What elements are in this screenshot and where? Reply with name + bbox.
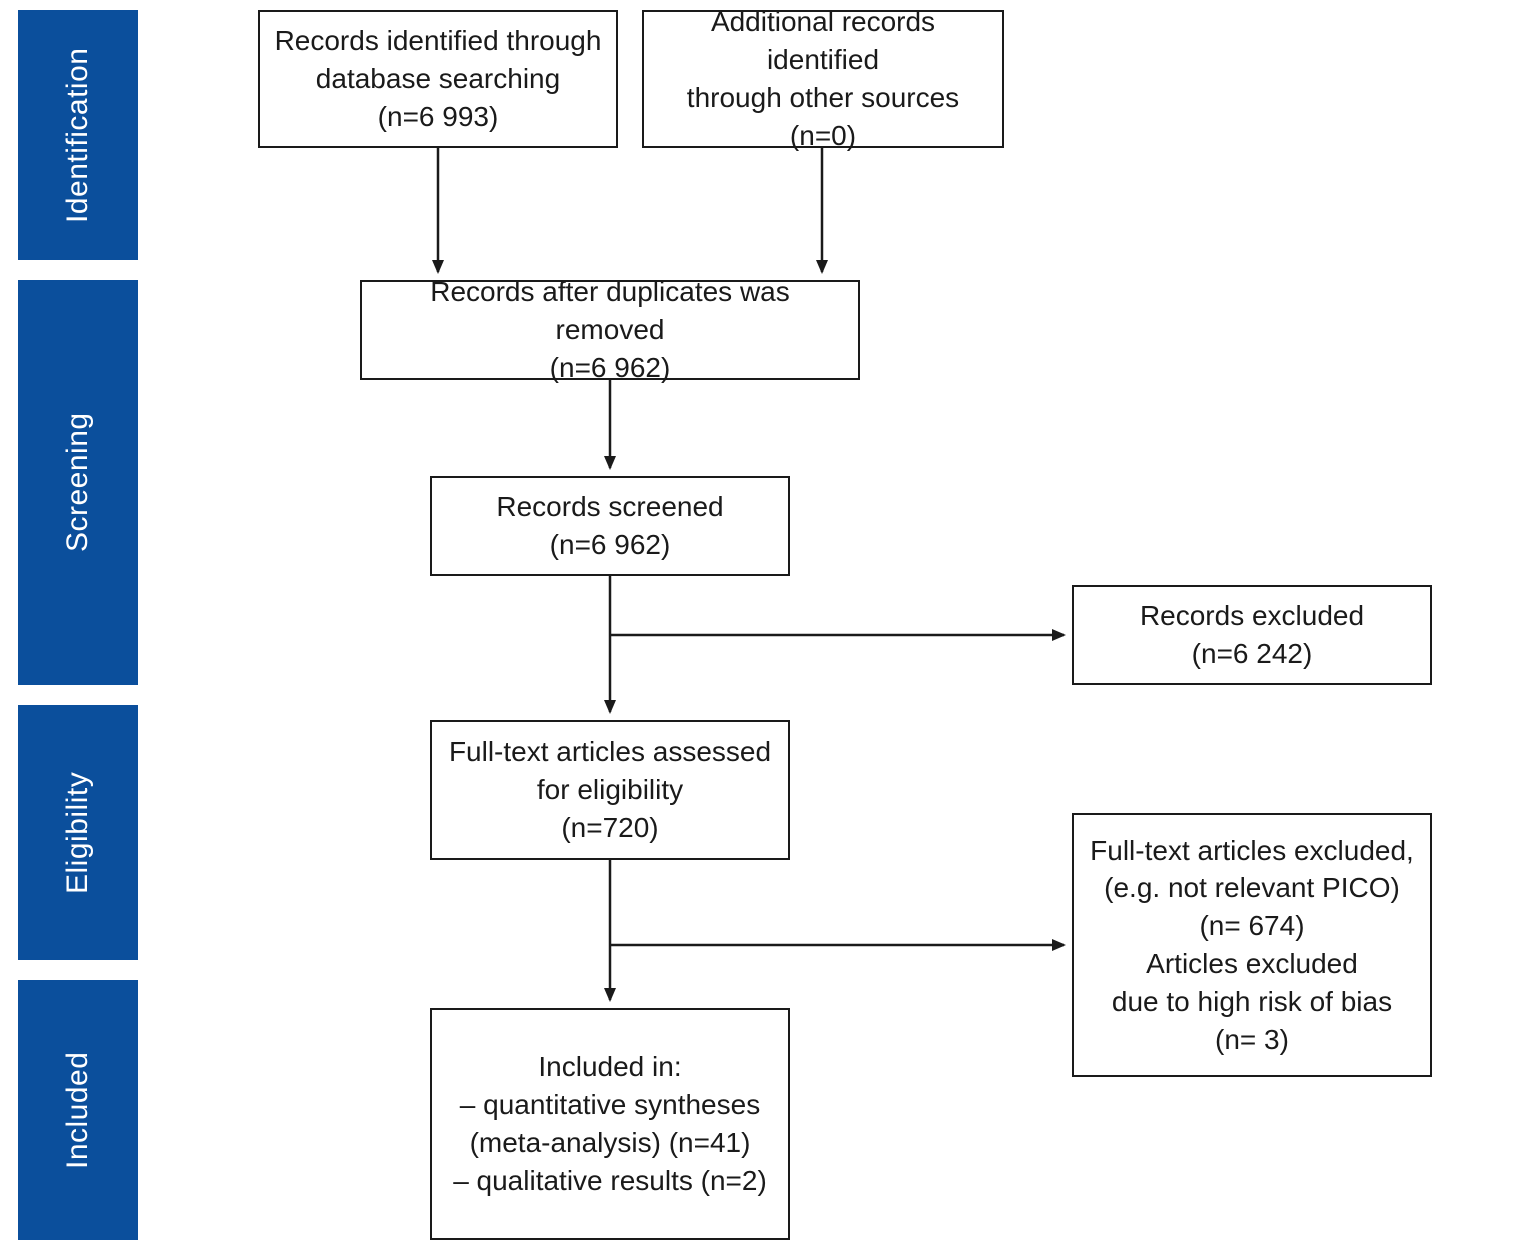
node-line: database searching — [316, 60, 560, 98]
node-line: Records screened — [496, 488, 723, 526]
node-line: Full-text articles assessed — [449, 733, 771, 771]
node-line: (e.g. not relevant PICO) — [1104, 869, 1400, 907]
node-line: Articles excluded — [1146, 945, 1358, 983]
node-included: Included in:– quantitative syntheses(met… — [430, 1008, 790, 1240]
node-line: Full-text articles excluded, — [1090, 832, 1414, 870]
node-line: Records identified through — [275, 22, 602, 60]
node-line: – quantitative syntheses — [460, 1086, 760, 1124]
node-other: Additional records identifiedthrough oth… — [642, 10, 1004, 148]
node-line: (n= 3) — [1215, 1021, 1289, 1059]
node-line: (n=6 993) — [378, 98, 499, 136]
phase-screening: Screening — [18, 280, 138, 685]
node-line: – qualitative results (n=2) — [453, 1162, 767, 1200]
node-line: (n=6 242) — [1192, 635, 1313, 673]
node-line: for eligibility — [537, 771, 683, 809]
node-fulltext: Full-text articles assessedfor eligibili… — [430, 720, 790, 860]
node-line: (n=6 962) — [550, 349, 671, 387]
phase-eligibility: Eligibility — [18, 705, 138, 960]
node-excl1: Records excluded(n=6 242) — [1072, 585, 1432, 685]
prisma-flowchart: Identification Screening Eligibility Includ… — [0, 0, 1520, 1254]
node-line: (n=6 962) — [550, 526, 671, 564]
node-line: (meta-analysis) (n=41) — [470, 1124, 751, 1162]
node-line: (n=0) — [790, 117, 856, 155]
phase-included: Included — [18, 980, 138, 1240]
phase-identification: Identification — [18, 10, 138, 260]
node-line: Included in: — [538, 1048, 681, 1086]
node-line: (n= 674) — [1199, 907, 1304, 945]
node-line: Additional records identified — [656, 3, 990, 79]
node-line: Records excluded — [1140, 597, 1364, 635]
node-line: due to high risk of bias — [1112, 983, 1392, 1021]
node-line: (n=720) — [561, 809, 658, 847]
node-line: Records after duplicates was removed — [374, 273, 846, 349]
node-line: through other sources — [687, 79, 959, 117]
node-excl2: Full-text articles excluded,(e.g. not re… — [1072, 813, 1432, 1077]
node-db: Records identified throughdatabase searc… — [258, 10, 618, 148]
node-screened: Records screened(n=6 962) — [430, 476, 790, 576]
node-dedup: Records after duplicates was removed(n=6… — [360, 280, 860, 380]
